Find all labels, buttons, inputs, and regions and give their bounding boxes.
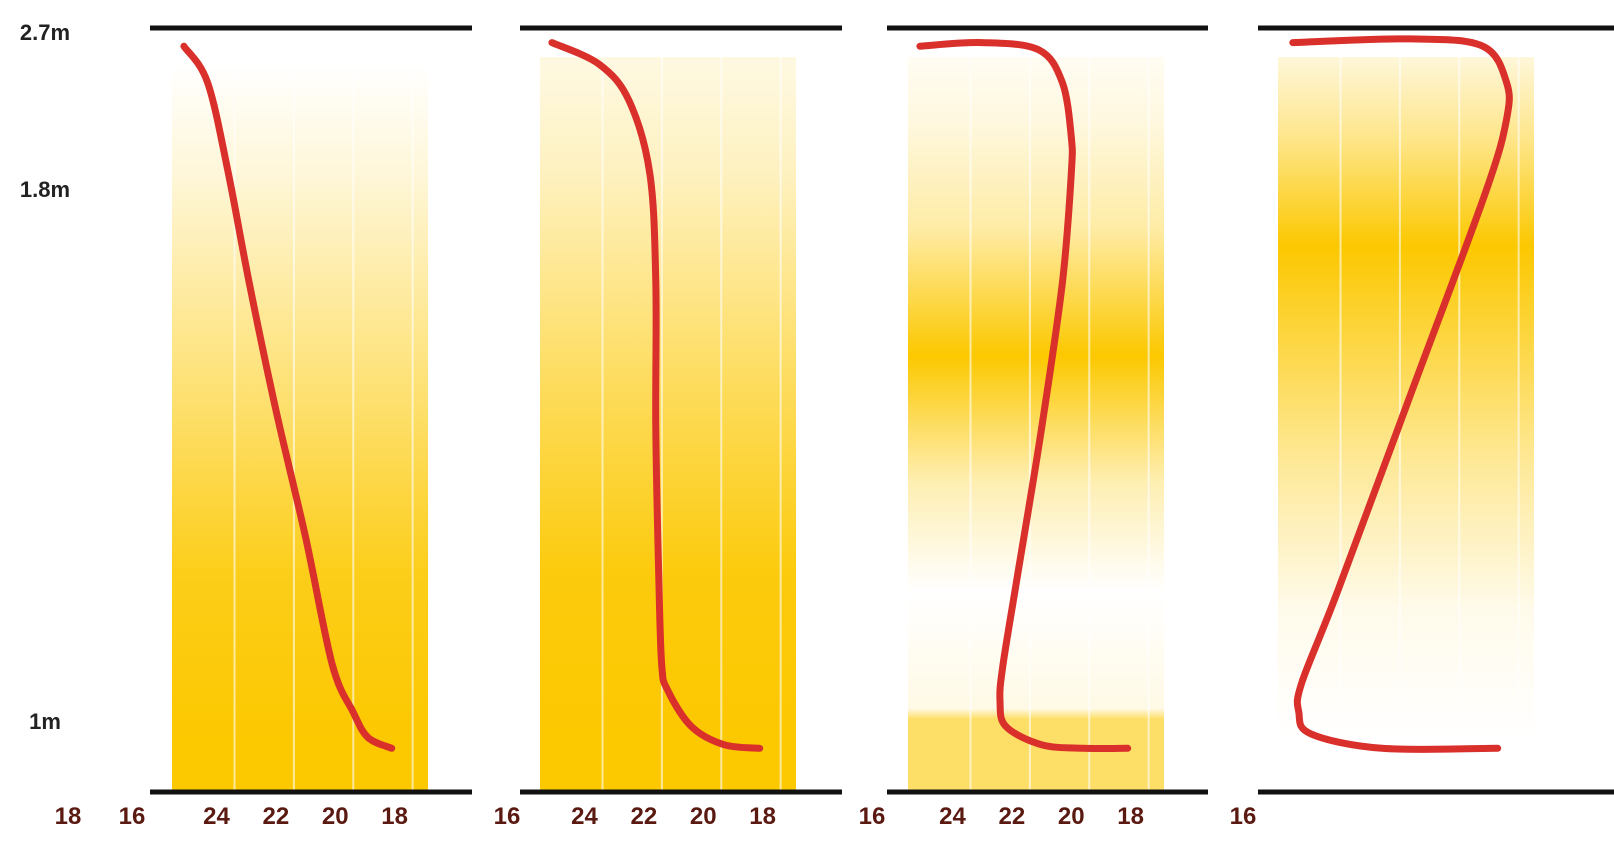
temperature-curve (548, 39, 764, 752)
x-tick-label: 24 (203, 803, 230, 830)
temperature-curve (1289, 35, 1513, 753)
x-tick-label: 24 (939, 803, 966, 830)
panel-fills (172, 57, 1534, 791)
y-tick-label: 1.8m (20, 177, 70, 202)
x-tick-label: 20 (1058, 803, 1085, 830)
y-tick-label: 2.7m (20, 20, 70, 45)
panel-fill (908, 57, 1164, 791)
y-tick-label: 1m (29, 709, 61, 734)
x-tick-label: 22 (999, 803, 1026, 830)
panel-fill (172, 57, 428, 791)
x-tick-label: 22 (631, 803, 658, 830)
x-tick-label: 22 (263, 803, 290, 830)
x-tick-label: 18 (381, 803, 408, 830)
temperature-curve (916, 39, 1132, 753)
x-tick-label: 16 (859, 803, 886, 830)
x-tick-label: 18 (1117, 803, 1144, 830)
x-tick-label: 16 (494, 803, 521, 830)
x-tick-label: 18 (55, 803, 82, 830)
x-axis-labels: 18 16 24 22 20 18 24 22 20 18 16 24 22 20 18 16 16 (55, 803, 1257, 830)
panel-frame-lines (150, 25, 1614, 795)
x-tick-label: 24 (571, 803, 598, 830)
x-tick-label: 20 (322, 803, 349, 830)
temperature-curves (180, 35, 1513, 753)
x-tick-label: 16 (119, 803, 146, 830)
temperature-curve (180, 42, 396, 752)
x-tick-label: 16 (1230, 803, 1257, 830)
y-axis-labels: 2.7m 1.8m 1m (20, 20, 70, 734)
x-tick-label: 18 (749, 803, 776, 830)
panel-fill (540, 57, 796, 791)
x-tick-label: 20 (690, 803, 717, 830)
